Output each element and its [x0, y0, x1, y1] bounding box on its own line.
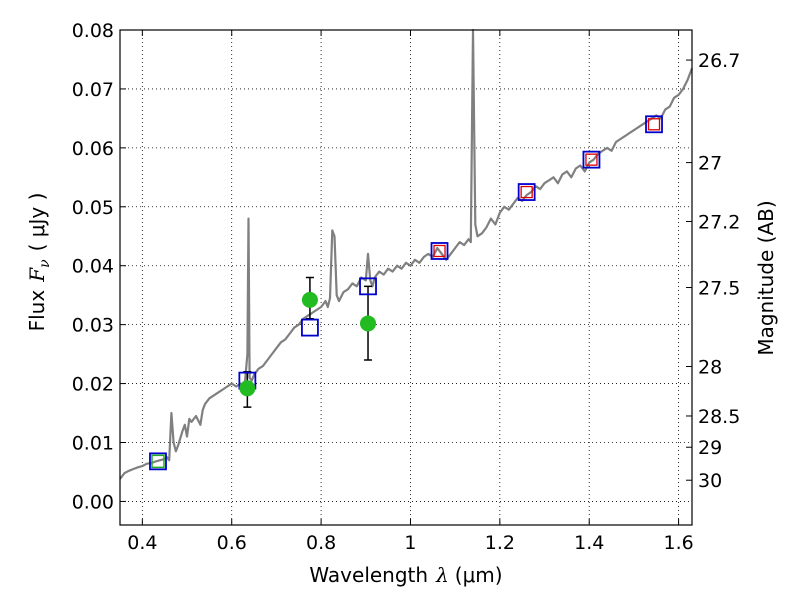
spectrum-line	[119, 28, 694, 480]
y-axis-label-unit: ( μJy )	[25, 193, 49, 252]
x-tick-label-2: 0.8	[306, 532, 336, 554]
y-tick-label-2: 0.02	[72, 374, 114, 396]
blue-square-point-2	[301, 318, 319, 337]
y2-tick-label-5: 28.5	[698, 406, 740, 428]
y-tick-label-1: 0.01	[72, 433, 114, 455]
y2-tick-label-0: 26.7	[698, 50, 740, 72]
red-square-point-0	[433, 244, 446, 258]
y-axis-label-prefix: Flux	[25, 290, 49, 332]
y2-tick-label-2: 27.2	[698, 212, 740, 234]
y-tick-label-3: 0.03	[72, 315, 114, 337]
x-axis-label: Wavelength λ (μm)	[309, 563, 502, 587]
y2-tick-label-4: 28	[698, 356, 722, 378]
y-tick-labels: 0.00 0.01 0.02 0.03 0.04 0.05 0.06 0.07 0.08	[72, 20, 114, 513]
blue-square-point-0	[149, 452, 167, 471]
grid-lines	[120, 29, 692, 525]
x-tick-label-5: 1.4	[574, 532, 604, 554]
green-circle-point-1	[301, 291, 318, 308]
x-axis-label-unit: (μm)	[455, 563, 503, 587]
y2-axis-label: Magnitude (AB)	[754, 200, 778, 355]
y-tick-label-4: 0.04	[72, 256, 114, 278]
y-tick-label-8: 0.08	[72, 20, 114, 42]
red-square-point-1	[520, 185, 533, 199]
y2-tick-label-3: 27.5	[698, 278, 740, 300]
x-tick-label-6: 1.6	[663, 532, 693, 554]
x-tick-labels: 0.4 0.6 0.8 1 1.2 1.4 1.6	[127, 532, 693, 554]
y-axis-label: Flux Fν ( μJy )	[25, 193, 53, 332]
x-axis-label-prefix: Wavelength	[309, 563, 428, 587]
y2-tick-label-7: 30	[698, 470, 722, 492]
y-axis-label-symbol: F	[25, 267, 49, 283]
green-square-point-0	[151, 454, 165, 469]
y-tick-label-6: 0.06	[72, 138, 114, 160]
spectrum-layer	[119, 28, 694, 480]
blue-square-point-4	[430, 242, 449, 260]
blue-square-point-5	[517, 183, 536, 201]
x-tick-label-0: 0.4	[127, 532, 157, 554]
green-circle-point-0	[239, 380, 256, 397]
y-tick-label-5: 0.05	[72, 197, 114, 219]
y2-tick-label-6: 29	[698, 437, 722, 459]
plot-frame	[119, 29, 693, 526]
tick-marks	[120, 29, 692, 525]
red-square-point-2	[585, 153, 598, 166]
blue-square-point-7	[645, 115, 663, 134]
y2-tick-label-1: 27	[698, 153, 722, 175]
x-tick-label-4: 1.2	[485, 532, 515, 554]
y2-tick-labels: 26.7 27 27.2 27.5 28 28.5 29 30	[698, 50, 740, 492]
blue-square-point-6	[582, 150, 601, 169]
y-tick-label-7: 0.07	[72, 79, 114, 101]
red-square-point-3	[647, 118, 661, 131]
x-tick-label-1: 0.6	[217, 532, 247, 554]
x-axis-label-symbol: λ	[435, 563, 449, 587]
points-layer	[149, 115, 663, 471]
y-tick-label-0: 0.00	[72, 491, 114, 513]
y-axis-label-subscript: ν	[37, 259, 53, 268]
x-tick-label-3: 1	[404, 532, 416, 554]
blue-square-point-3	[359, 277, 377, 296]
green-circle-point-2	[360, 315, 377, 332]
